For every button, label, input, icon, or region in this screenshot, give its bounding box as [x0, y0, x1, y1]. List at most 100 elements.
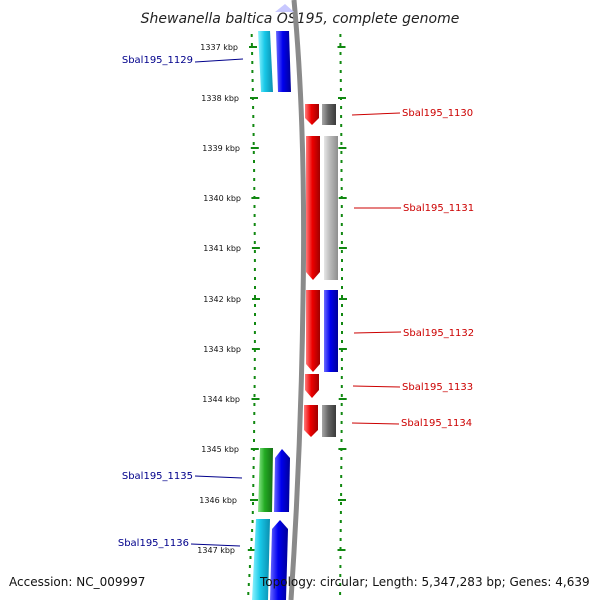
ruler-dot-left — [254, 313, 256, 316]
ruler-dot-left — [254, 322, 256, 325]
ruler-dot-left — [253, 394, 256, 397]
ruler-dot-right — [341, 295, 343, 298]
gene-label-sbal195-1135[interactable]: Sbal195_1135 — [122, 471, 193, 482]
ruler-dot-left — [250, 43, 253, 46]
major-tick-right — [338, 247, 347, 249]
leader-line — [352, 385, 401, 388]
leader-line — [351, 112, 401, 116]
major-tick-left — [250, 499, 258, 501]
ruler-dot-right — [340, 169, 343, 172]
major-tick-right — [338, 348, 347, 350]
gene-arrow-sbal195-1130[interactable] — [305, 104, 319, 125]
gene-label-sbal195-1133[interactable]: Sbal195_1133 — [402, 382, 473, 393]
ruler-dot-left — [253, 376, 256, 379]
gene-arrow-sbal195-1135-green[interactable] — [258, 448, 273, 512]
leader-line — [190, 543, 241, 547]
gene-arrow-sbal195-1134-gray[interactable] — [322, 405, 336, 437]
ruler-dot-right — [339, 529, 342, 532]
ruler-dot-right — [339, 547, 342, 550]
gene-label-sbal195-1130[interactable]: Sbal195_1130 — [402, 108, 473, 119]
gene-label-sbal195-1132[interactable]: Sbal195_1132 — [403, 328, 474, 339]
ruler-dot-left — [252, 493, 255, 496]
major-tick-right — [337, 549, 346, 551]
ruler-dot-right — [339, 52, 342, 55]
gene-arrow-sbal195-1129[interactable] — [276, 31, 291, 92]
ruler-dot-left — [253, 178, 256, 181]
gene-arrow-sbal195-1131[interactable] — [306, 136, 320, 280]
gene-arrow-sbal195-1132-blue[interactable] — [324, 290, 338, 372]
ruler-dot-right — [340, 457, 343, 460]
ruler-dot-right — [340, 376, 343, 379]
ruler-dot-left — [252, 106, 255, 109]
ruler-dot-left — [252, 502, 254, 505]
ruler-dot-right — [340, 421, 343, 424]
gene-arrow-sbal195-1135[interactable] — [274, 449, 290, 512]
ruler-dot-right — [340, 358, 343, 361]
ruler-dot-left — [250, 547, 252, 550]
ruler-dot-left — [252, 124, 255, 127]
ruler-dot-right — [341, 340, 343, 343]
ruler-dot-left — [253, 187, 256, 190]
ruler-dot-right — [339, 583, 342, 586]
ruler-dot-left — [252, 115, 255, 118]
ruler-dot-right — [340, 106, 343, 109]
major-tick-left — [250, 147, 259, 149]
gene-label-sbal195-1134[interactable]: Sbal195_1134 — [401, 418, 472, 429]
ruler-dot-right — [339, 556, 342, 559]
ruler-dot-right — [340, 223, 343, 226]
gene-arrow-sbal195-1130-gray[interactable] — [322, 104, 336, 125]
coordinate-rulers — [247, 34, 347, 595]
ruler-dot-right — [339, 34, 342, 37]
gene-arrow-sbal195-1129-cyan[interactable] — [258, 31, 273, 92]
ruler-dot-left — [250, 34, 253, 37]
backbone-top-marker — [275, 4, 294, 12]
ruler-dot-left — [248, 574, 251, 577]
ruler-dot-right — [341, 277, 343, 280]
ruler-dot-right — [339, 574, 342, 577]
ruler-dot-left — [253, 169, 256, 172]
gene-arrow-sbal195-1133[interactable] — [305, 374, 319, 398]
ruler-dot-left — [254, 277, 256, 280]
ruler-dot-right — [341, 286, 343, 289]
ruler-dot-left — [250, 538, 253, 541]
major-tick-right — [338, 197, 347, 199]
gene-arrow-sbal195-1136-cyan[interactable] — [252, 519, 270, 600]
gene-arrow-sbal195-1134[interactable] — [304, 405, 318, 437]
ruler-dot-right — [341, 259, 343, 262]
kbp-tick-label: 1346 kbp — [199, 496, 237, 505]
ruler-dot-right — [340, 385, 343, 388]
gene-arrow-sbal195-1131-gray[interactable] — [324, 136, 338, 280]
ruler-dot-right — [341, 268, 343, 271]
kbp-tick-label: 1340 kbp — [203, 194, 241, 203]
ruler-dot-right — [340, 160, 343, 163]
gene-arrow-sbal195-1132[interactable] — [306, 290, 320, 372]
ruler-dot-right — [340, 133, 343, 136]
major-tick-right — [338, 97, 346, 99]
ruler-dot-left — [247, 583, 250, 586]
ruler-dot-left — [253, 205, 256, 208]
gene-label-sbal195-1136[interactable]: Sbal195_1136 — [118, 538, 189, 549]
ruler-dot-right — [340, 250, 343, 253]
kbp-tick-labels: 1337 kbp 1338 kbp 1339 kbp 1340 kbp 1341… — [197, 43, 241, 555]
ruler-dot-left — [254, 286, 256, 289]
ruler-dot-left — [252, 133, 255, 136]
gene-label-sbal195-1131[interactable]: Sbal195_1131 — [403, 203, 474, 214]
major-tick-right — [339, 298, 347, 300]
kbp-tick-label: 1347 kbp — [197, 546, 235, 555]
gene-label-sbal195-1129[interactable]: Sbal195_1129 — [122, 55, 193, 66]
ruler-dot-left — [253, 439, 255, 442]
major-tick-right — [338, 448, 347, 450]
ruler-dot-left — [253, 403, 256, 406]
ruler-dot-right — [339, 511, 342, 514]
ruler-dot-left — [251, 88, 254, 91]
gene-track-left — [252, 31, 291, 600]
ruler-dot-left — [253, 259, 256, 262]
gene-labels-left: Sbal195_1129 Sbal195_1135 Sbal195_1136 — [118, 55, 244, 549]
ruler-dot-left — [253, 241, 256, 244]
ruler-dot-right — [340, 466, 343, 469]
gene-arrow-sbal195-1136[interactable] — [270, 520, 288, 600]
ruler-dot-right — [339, 520, 342, 523]
ruler-dot-left — [253, 223, 256, 226]
ruler-dot-right — [340, 151, 343, 154]
